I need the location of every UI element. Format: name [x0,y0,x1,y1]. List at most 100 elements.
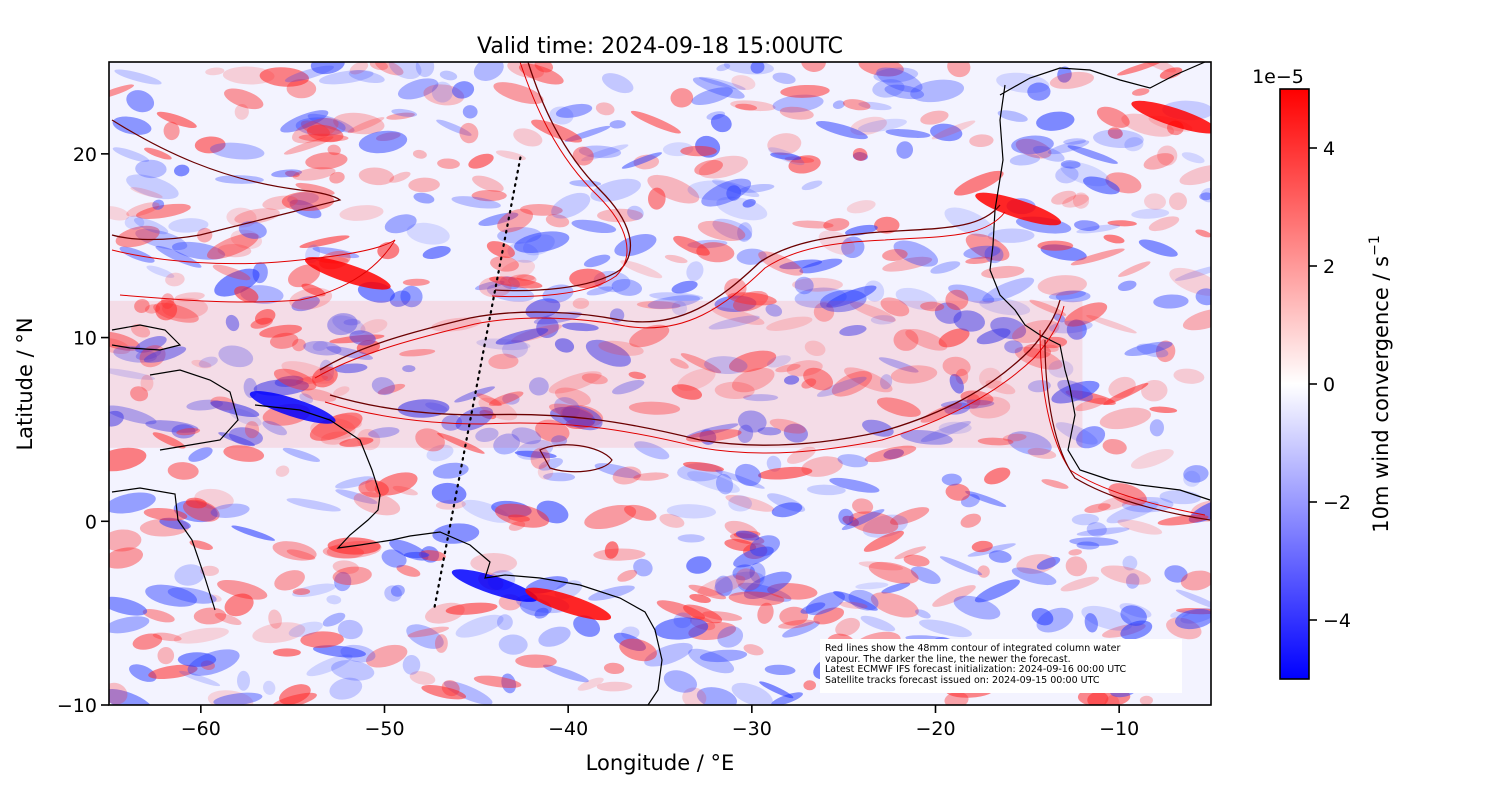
convergence-cell [686,556,712,574]
convergence-cell [426,444,454,462]
convergence-cell [671,384,703,400]
convergence-cell [289,287,333,310]
contour-north-arc-older [491,62,628,298]
convergence-cell [870,592,919,618]
convergence-cell [949,373,964,394]
convergence-cell [489,276,543,289]
convergence-cell [1183,465,1209,483]
convergence-cell [583,254,611,268]
convergence-cell [647,187,666,210]
convergence-cell [1153,294,1189,309]
contour-itcz-south-newest [329,299,1061,446]
convergence-cell [839,325,867,336]
convergence-cell [1083,176,1120,195]
convergence-cell [947,62,971,78]
convergence-cell [860,615,896,632]
convergence-cell [571,219,617,234]
convergence-cell [578,145,622,159]
convergence-cell [870,315,896,325]
convergence-cell [554,387,591,406]
convergence-cell [486,241,515,258]
convergence-cell [402,365,416,373]
convergence-cell [358,167,395,186]
convergence-cell [422,245,451,260]
convergence-cell [109,84,135,100]
convergence-cell [415,62,435,78]
convergence-cell [109,616,150,634]
colorbar-ticks: 4 2 0 −2 −4 [1309,138,1351,632]
convergence-cell [145,420,199,433]
convergence-cell [979,297,1031,316]
convergence-cell [803,680,816,691]
y-axis: 20 10 0 −10 [57,144,109,717]
convergence-cell [271,169,303,178]
y-tick-label: −10 [57,695,97,717]
convergence-cell [848,511,899,535]
convergence-cell [1029,299,1067,316]
convergence-cell [715,469,765,489]
convergence-cell [554,338,575,353]
convergence-cell [614,233,657,257]
convergence-cell [214,612,242,626]
colorbar-label-text: 10m wind convergence / s [1369,256,1393,533]
convergence-cell [724,538,757,552]
coastlines [111,62,1211,705]
convergence-cell [218,345,254,368]
convergence-cell [334,363,368,374]
convergence-cell [823,218,850,232]
convergence-cell [207,232,259,260]
convergence-cell [883,448,904,460]
convergence-cell [501,673,517,694]
convergence-cell [525,298,561,319]
convergence-cell [733,546,774,568]
convergence-cell [862,419,894,437]
convergence-cell [200,565,220,577]
convergence-cell [234,286,259,303]
convergence-cell [384,214,417,234]
contour-west-1 [111,119,342,241]
convergence-cell [944,207,994,237]
convergence-cell [818,230,855,255]
convergence-cell [156,111,197,129]
convergence-cell [767,133,802,156]
x-tick-label: −40 [548,718,588,740]
convergence-cell [586,286,614,296]
convergence-cell [769,418,806,434]
convergence-cell [497,614,513,631]
convergence-cell [431,81,453,103]
x-tick-label: −10 [1099,718,1139,740]
convergence-maximum [304,256,391,290]
convergence-cell [663,670,698,693]
convergence-cell [153,302,199,323]
x-tick-label: −30 [732,718,772,740]
convergence-cell [1131,448,1174,469]
convergence-cell [130,187,163,199]
convergence-cell [1132,88,1150,96]
convergence-cell [953,595,1001,620]
convergence-cell [340,644,376,663]
x-axis: −60 −50 −40 −30 −20 −10 [181,705,1139,740]
convergence-cell [1076,541,1100,550]
convergence-cell [743,571,792,600]
convergence-cell [987,228,1035,243]
convergence-cell [590,178,641,202]
convergence-cell [142,609,175,623]
convergence-cell [133,217,169,235]
convergence-cell [729,350,777,373]
convergence-cell [434,634,448,653]
convergence-cell [697,575,746,597]
convergence-cell [799,258,843,274]
convergence-cell [1159,67,1183,80]
convergence-cell [1195,229,1211,238]
convergence-cell [735,103,758,111]
convergence-cell [664,254,688,264]
convergence-cell [603,662,625,675]
convergence-cell [969,396,1011,419]
convergence-cell [1169,192,1187,211]
convergence-cell [1117,62,1164,76]
convergence-cell [176,427,201,436]
convergence-cell [682,461,725,472]
convergence-cell [686,261,704,282]
convergence-cell [287,192,319,206]
convergence-cell [332,560,359,575]
